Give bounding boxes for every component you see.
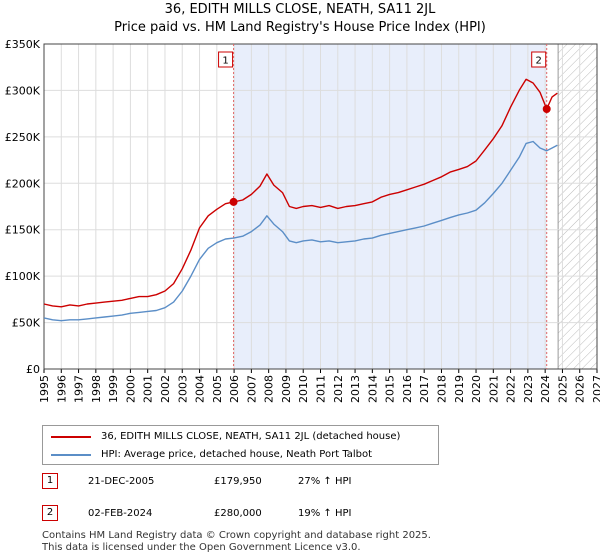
transaction-hpi-1: 27% ↑ HPI <box>298 476 352 487</box>
legend-label-hpi: HPI: Average price, detached house, Neat… <box>101 449 373 460</box>
y-tick-label: £0 <box>26 363 40 376</box>
x-tick-label: 2014 <box>366 375 379 403</box>
chart-subtitle: Price paid vs. HM Land Registry's House … <box>114 20 486 35</box>
x-tick-label: 2000 <box>124 375 137 403</box>
legend-swatch-property <box>51 436 91 438</box>
y-tick-label: £350K <box>5 38 41 51</box>
y-tick-label: £200K <box>5 177 41 190</box>
x-tick-label: 2017 <box>418 375 431 403</box>
x-tick-label: 1997 <box>73 375 86 403</box>
x-tick-label: 2016 <box>401 375 414 403</box>
transaction-price-2: £280,000 <box>214 508 262 519</box>
x-tick-label: 2026 <box>574 375 587 403</box>
x-tick-label: 2011 <box>315 375 328 403</box>
x-tick-label: 1995 <box>38 375 51 403</box>
x-tick-label: 2023 <box>522 375 535 403</box>
y-tick-label: £300K <box>5 84 41 97</box>
sale-2-label-box <box>531 51 547 68</box>
footer-copyright: Contains HM Land Registry data © Crown c… <box>42 530 431 541</box>
sale-2-label-text: 2 <box>536 56 542 67</box>
x-tick-label: 2005 <box>211 375 224 403</box>
x-tick-label: 2021 <box>487 375 500 403</box>
legend-swatch-hpi <box>51 454 91 456</box>
x-tick-label: 2003 <box>176 375 189 403</box>
x-tick-label: 2006 <box>228 375 241 403</box>
x-tick-label: 2015 <box>384 375 397 403</box>
x-tick-label: 2009 <box>280 375 293 403</box>
x-tick-label: 2002 <box>159 375 172 403</box>
x-tick-label: 2027 <box>591 375 600 403</box>
y-tick-label: £100K <box>5 270 41 283</box>
sale-2-point <box>542 105 551 113</box>
legend: 36, EDITH MILLS CLOSE, NEATH, SA11 2JL (… <box>42 425 439 465</box>
x-tick-label: 2010 <box>297 375 310 403</box>
x-tick-label: 2004 <box>194 375 207 403</box>
transaction-badge-2: 2 <box>42 505 58 521</box>
price-chart: £0 £50K £100K £150K £200K £250K £300K £350K 1995… <box>5 38 600 403</box>
chart-title: 36, EDITH MILLS CLOSE, NEATH, SA11 2JL <box>164 2 436 17</box>
ownership-period-shading <box>233 44 547 369</box>
x-tick-label: 2020 <box>470 375 483 403</box>
x-tick-label: 2001 <box>142 375 155 403</box>
x-tick-label: 2007 <box>245 375 258 403</box>
transaction-hpi-2: 19% ↑ HPI <box>298 508 352 519</box>
legend-label-property: 36, EDITH MILLS CLOSE, NEATH, SA11 2JL (… <box>101 431 401 442</box>
y-tick-label: £150K <box>5 224 41 237</box>
plot-frame <box>43 43 598 370</box>
x-tick-label: 1999 <box>107 375 120 403</box>
transaction-badge-1: 1 <box>42 473 58 489</box>
x-tick-label: 2013 <box>349 375 362 403</box>
x-tick-label: 2018 <box>435 375 448 403</box>
x-tick-label: 1998 <box>90 375 103 403</box>
x-tick-label: 2019 <box>453 375 466 403</box>
x-tick-label: 2024 <box>539 375 552 403</box>
transaction-date-1: 21-DEC-2005 <box>88 476 155 487</box>
sale-1-point <box>229 197 238 206</box>
x-tick-label: 2012 <box>332 375 345 403</box>
footer-licence: This data is licensed under the Open Gov… <box>42 542 361 553</box>
hpi-series-line <box>43 140 558 322</box>
y-tick-label: £250K <box>5 131 41 144</box>
x-tick-label: 2025 <box>556 375 569 403</box>
x-tick-label: 2008 <box>263 375 276 403</box>
y-tick-label: £50K <box>12 317 41 330</box>
x-tick-label: 2022 <box>505 375 518 403</box>
sale-1-label-box <box>218 51 234 68</box>
transaction-date-2: 02-FEB-2024 <box>88 508 153 519</box>
property-series-line <box>43 78 558 308</box>
transaction-price-1: £179,950 <box>214 476 262 487</box>
x-tick-label: 1996 <box>55 375 68 403</box>
forecast-hatch-area <box>558 44 597 369</box>
sale-1-label-text: 1 <box>222 56 228 67</box>
